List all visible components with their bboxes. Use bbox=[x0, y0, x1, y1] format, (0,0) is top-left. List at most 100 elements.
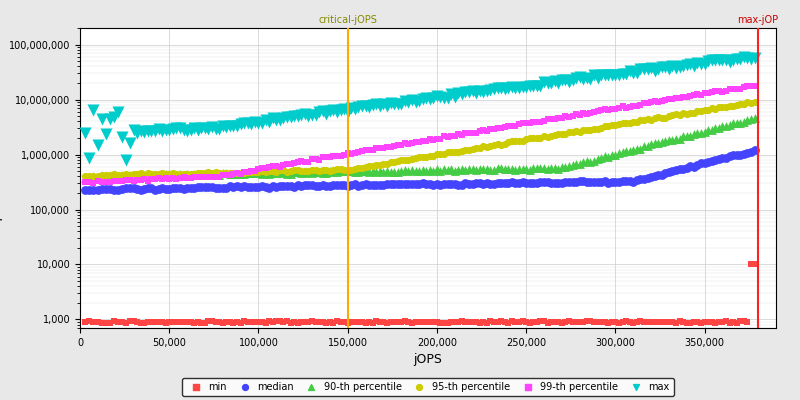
Point bbox=[163, 171, 176, 177]
Point bbox=[462, 147, 475, 153]
Point bbox=[119, 177, 132, 183]
Point bbox=[295, 168, 308, 174]
Point bbox=[198, 174, 211, 180]
Point bbox=[107, 114, 120, 120]
Point bbox=[366, 146, 379, 153]
Point bbox=[738, 318, 750, 325]
Point bbox=[641, 318, 654, 325]
Point bbox=[291, 182, 304, 188]
Point bbox=[552, 166, 565, 172]
Point bbox=[530, 319, 543, 325]
Point bbox=[702, 107, 714, 113]
Point bbox=[388, 168, 401, 175]
Point bbox=[242, 169, 254, 175]
Point bbox=[726, 56, 739, 63]
Point bbox=[566, 162, 579, 168]
Point bbox=[670, 95, 682, 101]
Point bbox=[284, 114, 297, 120]
Point bbox=[284, 168, 297, 174]
Point bbox=[99, 131, 112, 138]
Point bbox=[345, 167, 358, 173]
Point bbox=[723, 103, 736, 110]
Point bbox=[677, 110, 690, 116]
Point bbox=[163, 319, 176, 326]
Point bbox=[726, 86, 739, 92]
Point bbox=[352, 318, 365, 325]
Point bbox=[474, 145, 486, 151]
Point bbox=[316, 154, 329, 161]
Point bbox=[352, 104, 365, 110]
Point bbox=[374, 168, 386, 174]
Point bbox=[513, 85, 526, 92]
Point bbox=[238, 120, 250, 126]
Point bbox=[202, 125, 215, 132]
Point bbox=[395, 101, 408, 107]
Point bbox=[274, 167, 286, 174]
Point bbox=[694, 160, 707, 166]
Point bbox=[574, 178, 586, 184]
Point bbox=[210, 318, 222, 325]
Point bbox=[623, 68, 636, 75]
Point bbox=[594, 319, 607, 326]
Point bbox=[184, 172, 197, 178]
Point bbox=[195, 174, 208, 180]
Point bbox=[477, 166, 490, 172]
Point bbox=[455, 166, 468, 172]
Point bbox=[523, 83, 536, 89]
Point bbox=[648, 67, 661, 74]
Point bbox=[470, 90, 482, 96]
Point bbox=[103, 116, 116, 122]
Point bbox=[345, 168, 358, 174]
Point bbox=[606, 319, 618, 325]
Point bbox=[362, 104, 375, 110]
Point bbox=[538, 118, 550, 124]
Point bbox=[627, 319, 640, 326]
Point bbox=[259, 169, 272, 176]
Point bbox=[438, 181, 450, 187]
Point bbox=[659, 170, 672, 176]
Point bbox=[438, 133, 450, 140]
Point bbox=[452, 166, 465, 173]
Point bbox=[562, 114, 575, 120]
Point bbox=[720, 57, 733, 63]
Point bbox=[481, 144, 494, 150]
Point bbox=[107, 173, 120, 179]
Point bbox=[577, 159, 590, 165]
Point bbox=[445, 318, 458, 325]
Point bbox=[402, 99, 414, 105]
Point bbox=[552, 80, 565, 86]
Point bbox=[541, 116, 554, 122]
Point bbox=[384, 181, 397, 187]
Point bbox=[374, 145, 386, 152]
Point bbox=[666, 137, 679, 144]
Point bbox=[366, 181, 379, 188]
Point bbox=[566, 178, 579, 185]
Point bbox=[227, 170, 240, 177]
Point bbox=[634, 318, 646, 324]
Point bbox=[384, 319, 397, 326]
Point bbox=[606, 122, 618, 128]
Point bbox=[730, 152, 743, 158]
Point bbox=[602, 154, 614, 160]
Point bbox=[534, 178, 547, 185]
Point bbox=[509, 138, 522, 144]
Point bbox=[181, 184, 194, 191]
Point bbox=[655, 319, 668, 326]
Point bbox=[381, 168, 394, 174]
Point bbox=[609, 106, 622, 112]
Point bbox=[274, 318, 286, 324]
Point bbox=[398, 140, 411, 146]
Point bbox=[345, 151, 358, 158]
Point bbox=[602, 106, 614, 113]
Point bbox=[320, 319, 333, 326]
Point bbox=[474, 88, 486, 94]
Point bbox=[159, 170, 172, 177]
Point bbox=[574, 74, 586, 80]
Point bbox=[298, 170, 311, 176]
Point bbox=[709, 319, 722, 326]
Point bbox=[402, 319, 414, 325]
Point bbox=[184, 319, 197, 325]
Point bbox=[313, 183, 326, 189]
Point bbox=[138, 129, 150, 135]
Point bbox=[191, 172, 204, 178]
